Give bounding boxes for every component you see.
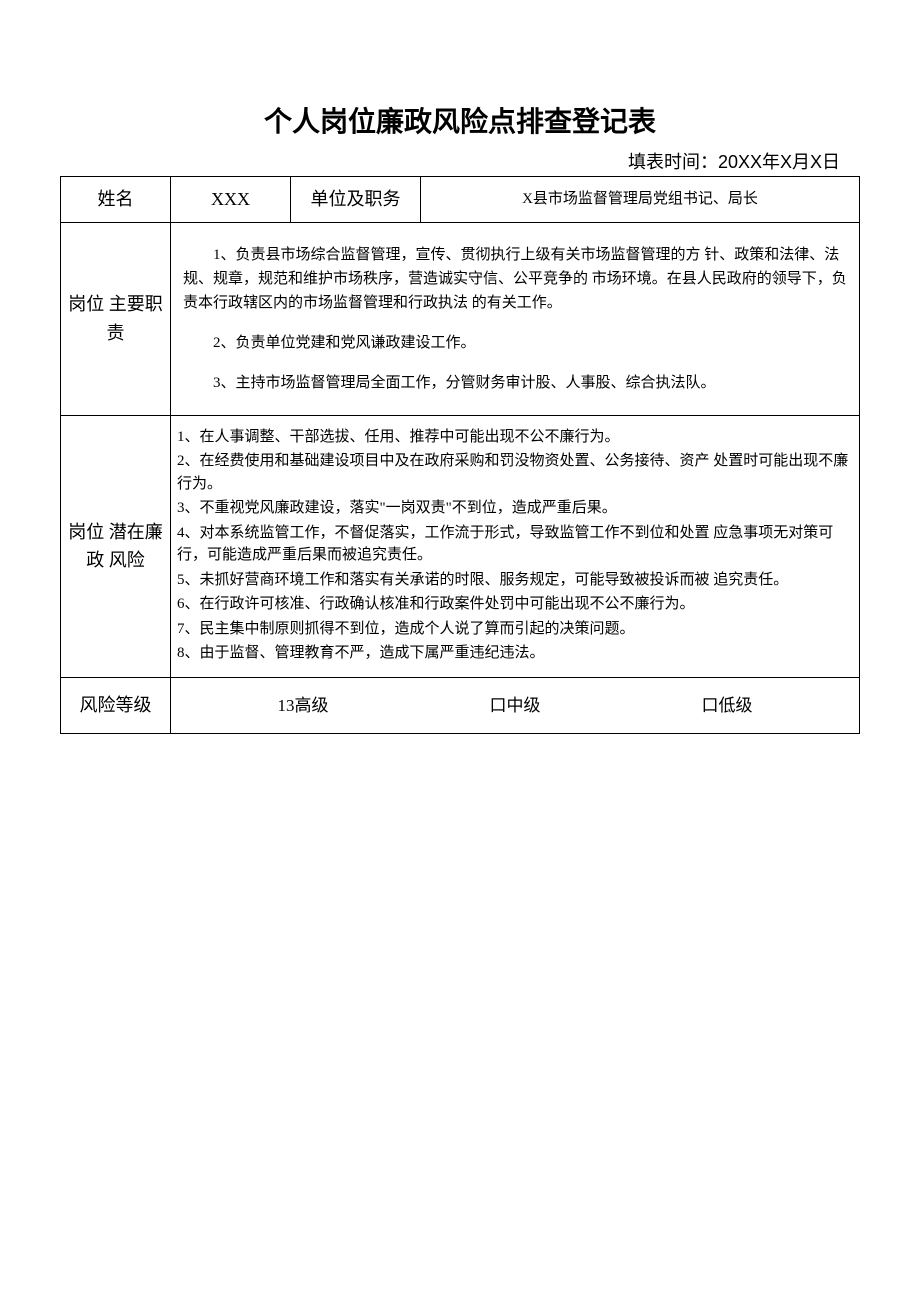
risk-level-low: 口低级: [702, 692, 753, 719]
document-title: 个人岗位廉政风险点排查登记表: [60, 100, 860, 140]
unit-position-label: 单位及职务: [291, 177, 421, 223]
risks-content: 1、在人事调整、干部选拔、任用、推荐中可能出现不公不廉行为。 2、在经费使用和基…: [171, 415, 860, 677]
risk-item: 6、在行政许可核准、行政确认核准和行政案件处罚中可能出现不公不廉行为。: [177, 593, 853, 616]
duties-content: 1、负责县市场综合监督管理，宣传、贯彻执行上级有关市场监督管理的方 针、政策和法…: [171, 222, 860, 415]
name-value: XXX: [171, 177, 291, 223]
duty-item: 1、负责县市场综合监督管理，宣传、贯彻执行上级有关市场监督管理的方 针、政策和法…: [183, 243, 847, 315]
risks-label: 岗位 潜在廉政 风险: [61, 415, 171, 677]
risk-level-row: 风险等级 13高级 口中级 口低级: [61, 677, 860, 733]
risk-item: 2、在经费使用和基础建设项目中及在政府采购和罚没物资处置、公务接待、资产 处置时…: [177, 450, 853, 495]
duty-item: 2、负责单位党建和党风谦政建设工作。: [183, 331, 847, 355]
registration-table: 姓名 XXX 单位及职务 X县市场监督管理局党组书记、局长 岗位 主要职责 1、…: [60, 176, 860, 734]
risk-item: 5、未抓好营商环境工作和落实有关承诺的时限、服务规定，可能导致被投诉而被 追究责…: [177, 569, 853, 592]
duties-row: 岗位 主要职责 1、负责县市场综合监督管理，宣传、贯彻执行上级有关市场监督管理的…: [61, 222, 860, 415]
duties-label: 岗位 主要职责: [61, 222, 171, 415]
risk-item: 4、对本系统监管工作，不督促落实，工作流于形式，导致监管工作不到位和处置 应急事…: [177, 522, 853, 567]
risk-level-high: 13高级: [278, 692, 329, 719]
header-row: 姓名 XXX 单位及职务 X县市场监督管理局党组书记、局长: [61, 177, 860, 223]
risk-level-mid: 口中级: [490, 692, 541, 719]
risk-item: 7、民主集中制原则抓得不到位，造成个人说了算而引起的决策问题。: [177, 618, 853, 641]
risk-level-label: 风险等级: [61, 677, 171, 733]
risk-item: 1、在人事调整、干部选拔、任用、推荐中可能出现不公不廉行为。: [177, 426, 853, 449]
unit-position-value: X县市场监督管理局党组书记、局长: [421, 177, 860, 223]
risk-level-options: 13高级 口中级 口低级: [171, 677, 860, 733]
risks-row: 岗位 潜在廉政 风险 1、在人事调整、干部选拔、任用、推荐中可能出现不公不廉行为…: [61, 415, 860, 677]
fill-time-label: 填表时间：20XX年X月X日: [60, 148, 860, 174]
risk-item: 3、不重视党风廉政建设，落实"一岗双责"不到位，造成严重后果。: [177, 497, 853, 520]
duty-item: 3、主持市场监督管理局全面工作，分管财务审计股、人事股、综合执法队。: [183, 371, 847, 395]
risk-item: 8、由于监督、管理教育不严，造成下属严重违纪违法。: [177, 642, 853, 665]
name-label: 姓名: [61, 177, 171, 223]
